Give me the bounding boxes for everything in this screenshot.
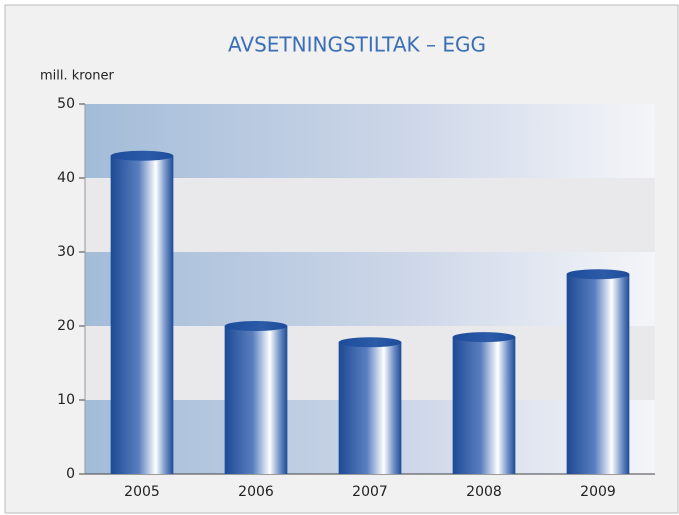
y-axis-label: mill. kroner: [40, 69, 115, 84]
y-tick-label: 0: [66, 466, 75, 482]
bar-cap: [224, 321, 288, 331]
x-tick-label: 2008: [466, 484, 502, 500]
grid-band: [85, 252, 655, 326]
bar: [452, 337, 516, 474]
y-tick-label: 20: [57, 318, 75, 334]
bar: [338, 342, 402, 474]
chart-title: AVSETNINGSTILTAK – EGG: [228, 33, 486, 57]
x-tick-label: 2007: [352, 484, 388, 500]
bar-cap: [566, 269, 630, 280]
y-tick-label: 50: [57, 96, 75, 112]
x-tick-label: 2005: [124, 484, 160, 500]
grid-band: [85, 178, 655, 252]
bar-cap: [110, 150, 174, 161]
y-tick-label: 30: [57, 244, 75, 260]
bar: [110, 155, 174, 475]
y-tick-label: 10: [57, 392, 75, 408]
bar-cap: [338, 337, 402, 348]
x-tick-label: 2006: [238, 484, 274, 500]
x-tick-label: 2009: [580, 484, 616, 500]
y-tick-label: 40: [57, 170, 75, 186]
bar-cap: [452, 332, 516, 343]
bar: [224, 326, 288, 474]
grid-band: [85, 104, 655, 178]
bar: [566, 274, 630, 474]
